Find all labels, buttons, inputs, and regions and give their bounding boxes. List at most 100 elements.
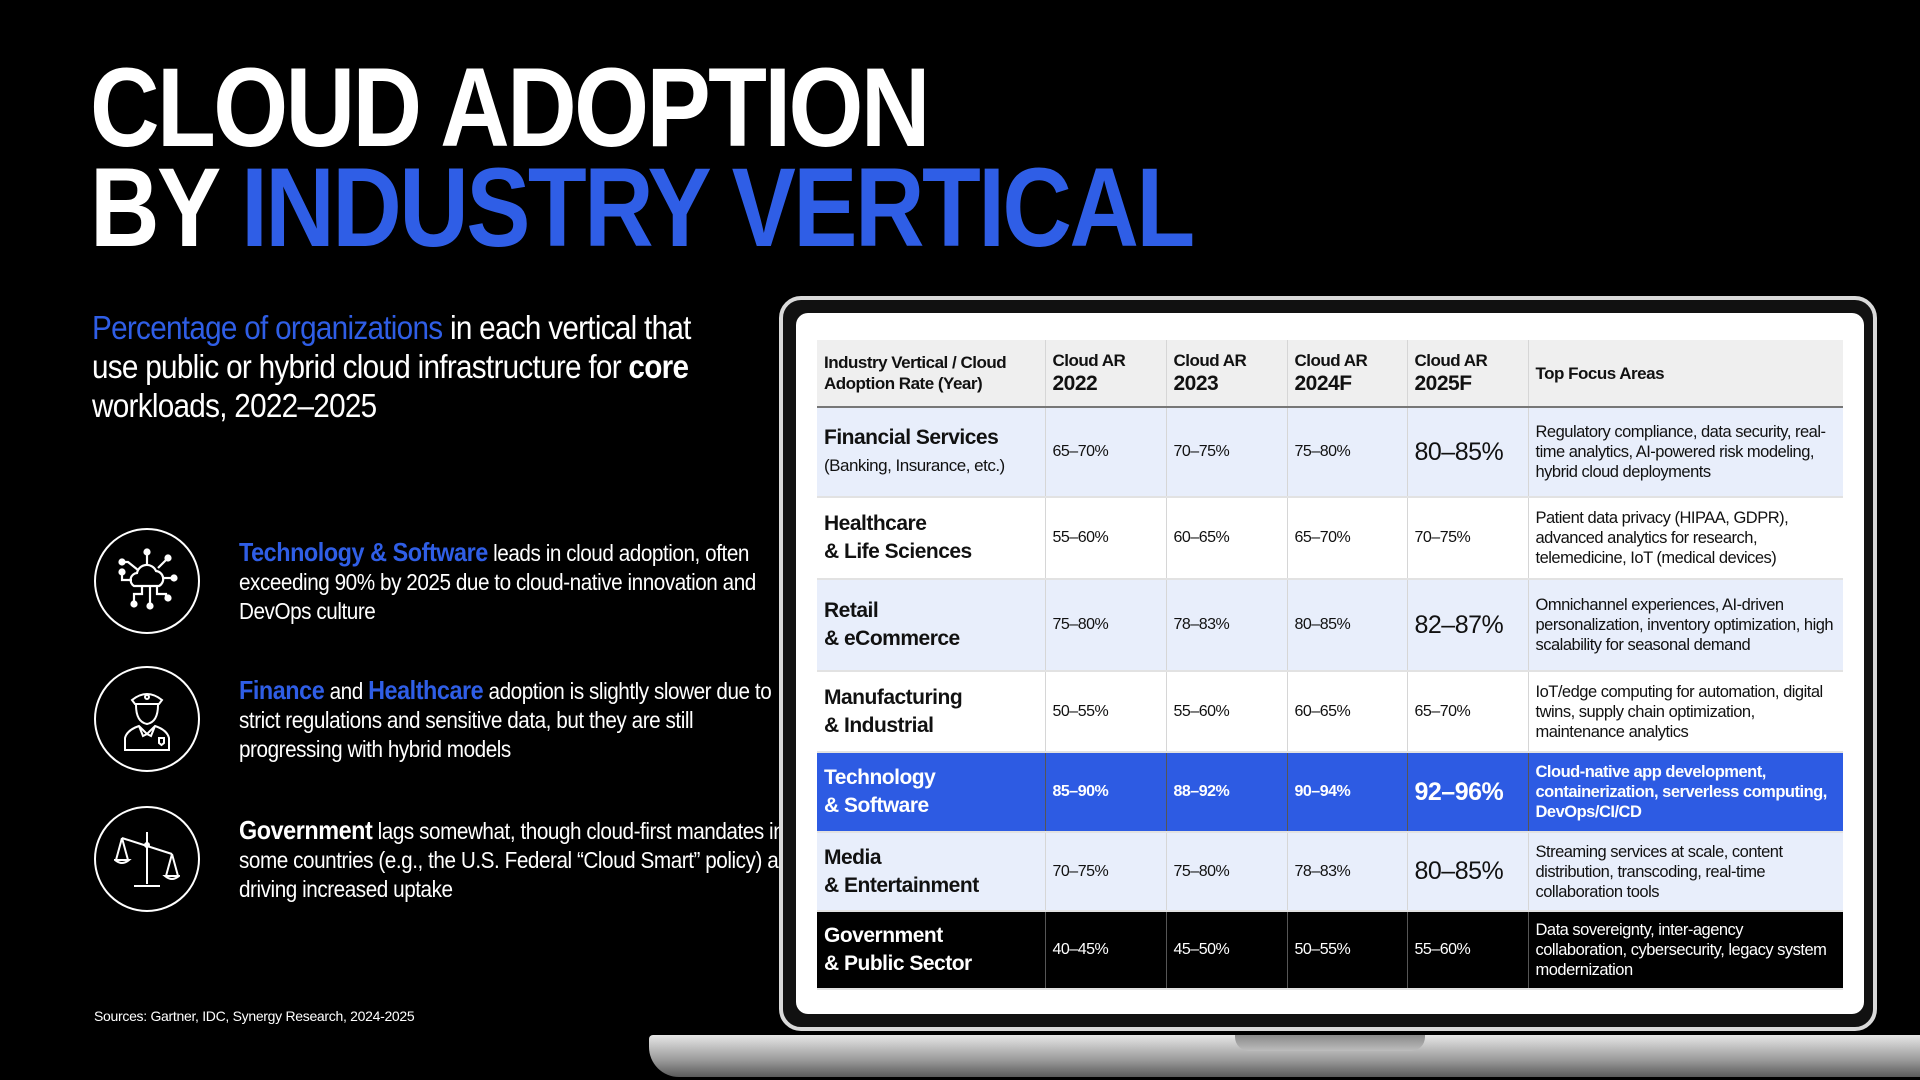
- table-body: Financial Services (Banking, Insurance, e…: [817, 407, 1843, 989]
- rate-cell-2024: 75–80%: [1287, 407, 1408, 497]
- industry-name-line2: & Life Sciences: [824, 540, 972, 563]
- header-focus: Top Focus Areas: [1528, 340, 1843, 407]
- header-line: Cloud AR: [1173, 350, 1247, 370]
- rate-cell-2023: 88–92%: [1166, 752, 1288, 832]
- focus-areas-cell: Streaming services at scale, content dis…: [1535, 842, 1784, 901]
- header-2022: Cloud AR 2022: [1045, 340, 1167, 407]
- rate-cell-2023: 70–75%: [1166, 407, 1288, 497]
- header-line: Industry Vertical / Cloud: [824, 353, 1007, 372]
- rate-cell-2024: 60–65%: [1287, 671, 1408, 752]
- header-line: Cloud AR: [1294, 350, 1368, 370]
- industry-cell: Retail & eCommerce: [817, 579, 1046, 671]
- insight-technology: Technology & Software leads in cloud ado…: [94, 528, 794, 638]
- cloud-network-icon: [94, 528, 200, 634]
- header-line: Cloud AR: [1414, 350, 1488, 370]
- rate-cell-2022: 50–55%: [1045, 671, 1167, 752]
- rate-cell-2025: 92–96%: [1407, 752, 1529, 832]
- header-year: 2022: [1052, 371, 1098, 395]
- industry-cell: Healthcare & Life Sciences: [817, 497, 1046, 579]
- header-2023: Cloud AR 2023: [1166, 340, 1288, 407]
- table-row: Media & Entertainment 70–75% 75–80% 78–83% 80…: [817, 832, 1843, 911]
- industry-cell: Media & Entertainment: [817, 832, 1046, 911]
- header-line: Adoption Rate (Year): [824, 374, 983, 393]
- rate-cell-2022: 65–70%: [1045, 407, 1167, 497]
- industry-name-line2: & Entertainment: [824, 873, 979, 897]
- industry-name: Healthcare: [824, 512, 927, 535]
- rate-cell-2024: 78–83%: [1287, 832, 1408, 911]
- page-title: CLOUD ADOPTION BY INDUSTRY VERTICAL: [90, 45, 1195, 264]
- focus-areas-cell: Patient data privacy (HIPAA, GDPR), adva…: [1535, 509, 1789, 567]
- industry-name-line2: & Software: [824, 794, 929, 817]
- title-line-1: CLOUD ADOPTION: [90, 45, 930, 170]
- insight-text: Finance and Healthcare adoption is sligh…: [239, 676, 797, 764]
- table-row: Retail & eCommerce 75–80% 78–83% 80–85% 82–87…: [817, 579, 1843, 671]
- rate-cell-2025: 80–85%: [1407, 832, 1529, 911]
- industry-name: Retail: [824, 599, 879, 622]
- title-prefix: BY: [90, 145, 242, 270]
- rate-cell-2023: 78–83%: [1166, 579, 1288, 671]
- rate-cell-2023: 75–80%: [1166, 832, 1288, 911]
- rate-cell-2025: 65–70%: [1407, 671, 1529, 752]
- insight-text: Government lags somewhat, though cloud-f…: [239, 816, 797, 904]
- insight-highlight: Government: [239, 815, 373, 845]
- insight-body: leads in cloud adoption, often exceeding…: [239, 540, 756, 624]
- header-2024f: Cloud AR 2024F: [1287, 340, 1408, 407]
- industry-subtitle: (Banking, Insurance, etc.): [824, 456, 1005, 475]
- subtitle-bold: core: [628, 348, 689, 385]
- rate-cell-2023: 60–65%: [1166, 497, 1288, 579]
- insight-highlight: Technology & Software: [239, 537, 488, 567]
- insight-body: adoption is slightly slower due to stric…: [239, 678, 772, 762]
- rate-cell-2025: 55–60%: [1407, 911, 1529, 989]
- focus-areas-cell: Omnichannel experiences, AI-driven perso…: [1535, 596, 1834, 654]
- focus-areas-cell: Regulatory compliance, data security, re…: [1535, 423, 1827, 481]
- rate-cell-2025: 70–75%: [1407, 497, 1529, 579]
- industry-name: Technology: [824, 766, 936, 789]
- rate-cell-2024: 80–85%: [1287, 579, 1408, 671]
- industry-name-line2: & eCommerce: [824, 627, 960, 650]
- scales-icon: [94, 806, 200, 912]
- industry-cell: Manufacturing & Industrial: [817, 671, 1046, 752]
- industry-name: Financial Services: [824, 426, 999, 449]
- laptop-notch: [1235, 1035, 1425, 1051]
- insight-text: Technology & Software leads in cloud ado…: [239, 538, 797, 626]
- industry-cell: Financial Services (Banking, Insurance, e…: [817, 407, 1046, 497]
- insight-highlight-2: Healthcare: [368, 675, 484, 705]
- insight-highlight: Finance: [239, 675, 325, 705]
- table-row: Government & Public Sector 40–45% 45–50% 50–…: [817, 911, 1843, 989]
- table-row: Technology & Software 85–90% 88–92% 90–94% 92…: [817, 752, 1843, 832]
- title-line-2: BY INDUSTRY VERTICAL: [90, 152, 1195, 264]
- industry-cell: Technology & Software: [817, 752, 1046, 832]
- rate-cell-2025: 80–85%: [1407, 407, 1529, 497]
- rate-cell-2023: 55–60%: [1166, 671, 1288, 752]
- rate-cell-2024: 65–70%: [1287, 497, 1408, 579]
- rate-cell-2024: 90–94%: [1287, 752, 1408, 832]
- rate-cell-2024: 50–55%: [1287, 911, 1408, 989]
- focus-areas-cell: IoT/edge computing for automation, digit…: [1535, 682, 1824, 741]
- header-line: Top Focus Areas: [1535, 363, 1665, 383]
- rate-cell-2022: 40–45%: [1045, 911, 1167, 989]
- rate-cell-2022: 85–90%: [1045, 752, 1167, 832]
- sources-note: Sources: Gartner, IDC, Synergy Research,…: [94, 1008, 415, 1024]
- insight-finance-healthcare: Finance and Healthcare adoption is sligh…: [94, 666, 794, 776]
- header-line: Cloud AR: [1052, 350, 1126, 370]
- focus-areas-cell: Data sovereignty, inter-agency collabora…: [1535, 921, 1827, 979]
- rate-cell-2025: 82–87%: [1407, 579, 1529, 671]
- table-row: Manufacturing & Industrial 50–55% 55–60% 60–…: [817, 671, 1843, 752]
- header-year: 2025F: [1414, 371, 1473, 395]
- header-year: 2024F: [1294, 371, 1353, 395]
- rate-cell-2022: 75–80%: [1045, 579, 1167, 671]
- focus-areas-cell: Cloud-native app development, containeri…: [1535, 763, 1828, 821]
- officer-icon: [94, 666, 200, 772]
- industry-name-line2: & Public Sector: [824, 952, 972, 975]
- rate-cell-2023: 45–50%: [1166, 911, 1288, 989]
- header-2025f: Cloud AR 2025F: [1407, 340, 1529, 407]
- table-row: Healthcare & Life Sciences 55–60% 60–65% 65–…: [817, 497, 1843, 579]
- rate-cell-2022: 70–75%: [1045, 832, 1167, 911]
- adoption-table: Industry Vertical / Cloud Adoption Rate (…: [817, 340, 1843, 990]
- subtitle: Percentage of organizations in each vert…: [92, 308, 704, 425]
- table-header-row: Industry Vertical / Cloud Adoption Rate (…: [817, 340, 1843, 407]
- rate-cell-2022: 55–60%: [1045, 497, 1167, 579]
- industry-name: Media: [824, 845, 882, 869]
- industry-name: Government: [824, 924, 943, 947]
- industry-name: Manufacturing: [824, 685, 963, 709]
